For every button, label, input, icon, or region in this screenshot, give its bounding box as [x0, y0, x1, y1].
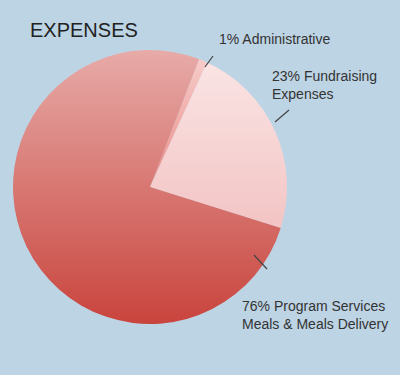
- category-label: Expenses: [272, 86, 333, 102]
- value-label: 1%: [219, 31, 239, 47]
- data-label: Expenses: [272, 86, 333, 102]
- category-label: Administrative: [239, 31, 330, 47]
- slices: [13, 50, 287, 324]
- data-label: 1% Administrative: [219, 31, 330, 47]
- title: EXPENSES: [30, 19, 138, 41]
- leader-line: [275, 110, 289, 122]
- category-label: Program Services: [270, 298, 385, 314]
- data-label: Meals & Meals Delivery: [242, 316, 388, 332]
- value-label: 23%: [272, 68, 300, 84]
- category-label: Fundraising: [300, 68, 377, 84]
- leader-line: [205, 56, 213, 67]
- data-label: 76% Program Services: [242, 298, 385, 314]
- leader-line: [254, 255, 267, 269]
- category-label: Meals & Meals Delivery: [242, 316, 388, 332]
- slice: [13, 50, 281, 324]
- chart: EXPENSES 1% Administrative 23% Fundraising…: [0, 0, 400, 375]
- value-label: 76%: [242, 298, 270, 314]
- data-label: 23% Fundraising: [272, 68, 377, 84]
